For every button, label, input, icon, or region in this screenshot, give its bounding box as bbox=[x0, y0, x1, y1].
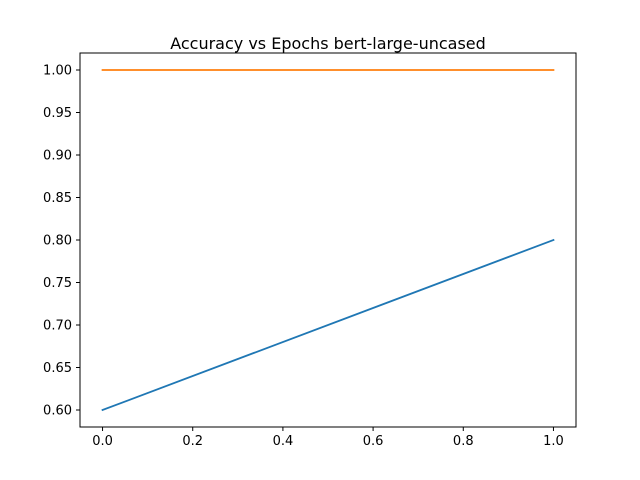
x-tick-label: 0.2 bbox=[182, 434, 203, 449]
y-tick-label: 0.85 bbox=[43, 191, 72, 206]
y-tick-label: 0.75 bbox=[43, 276, 72, 291]
y-tick-label: 0.70 bbox=[43, 319, 72, 334]
x-tick-label: 0.0 bbox=[92, 434, 113, 449]
y-tick-label: 0.60 bbox=[43, 404, 72, 419]
y-tick-label: 1.00 bbox=[43, 64, 72, 79]
x-tick-label: 0.4 bbox=[273, 434, 294, 449]
y-tick-label: 0.80 bbox=[43, 234, 72, 249]
series-line-1 bbox=[101, 238, 555, 412]
x-axis-ticks: 0.0 0.2 0.4 0.6 0.8 1.0 bbox=[92, 427, 564, 449]
x-tick-label: 1.0 bbox=[543, 434, 564, 449]
x-tick-label: 0.8 bbox=[453, 434, 474, 449]
y-axis-ticks: 0.60 0.65 0.70 0.75 0.80 0.85 0.90 0.95 1.00 bbox=[43, 64, 80, 419]
y-tick-label: 0.90 bbox=[43, 149, 72, 164]
y-tick-label: 0.95 bbox=[43, 106, 72, 121]
plot-area-frame bbox=[79, 52, 577, 428]
series-layer bbox=[101, 69, 555, 412]
y-tick-label: 0.65 bbox=[43, 361, 72, 376]
chart-title: Accuracy vs Epochs bert-large-uncased bbox=[170, 34, 486, 53]
x-tick-label: 0.6 bbox=[363, 434, 384, 449]
